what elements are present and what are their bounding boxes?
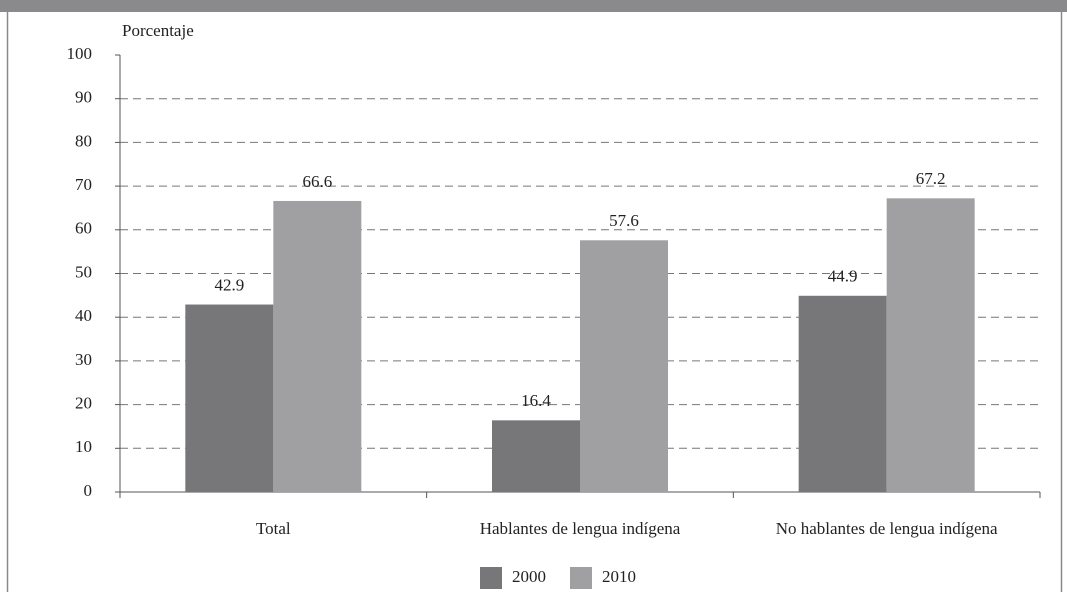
y-tick-label: 40 — [75, 306, 92, 325]
y-tick-label: 60 — [75, 219, 92, 238]
bar — [185, 304, 274, 492]
y-tick-label: 100 — [67, 44, 93, 63]
value-label: 57.6 — [609, 211, 639, 230]
y-tick-label: 80 — [75, 131, 92, 150]
bar — [886, 198, 975, 492]
legend-label: 2010 — [602, 567, 636, 586]
y-tick-label: 30 — [75, 350, 92, 369]
legend-label: 2000 — [512, 567, 546, 586]
y-tick-label: 10 — [75, 437, 92, 456]
top-band — [0, 0, 1067, 12]
bar — [798, 295, 887, 492]
bar — [492, 420, 580, 492]
y-tick-label: 20 — [75, 394, 92, 413]
value-label: 42.9 — [214, 275, 244, 294]
x-tick-label: Hablantes de lengua indígena — [480, 519, 681, 538]
bar — [273, 200, 362, 492]
y-tick-label: 50 — [75, 262, 92, 281]
value-label: 67.2 — [916, 169, 946, 188]
y-axis-label: Porcentaje — [122, 21, 194, 40]
legend-swatch — [570, 567, 592, 589]
y-tick-label: 70 — [75, 175, 92, 194]
bar — [580, 240, 668, 492]
legend-swatch — [480, 567, 502, 589]
y-tick-label: 0 — [84, 481, 93, 500]
x-tick-label: Total — [256, 519, 291, 538]
y-tick-label: 90 — [75, 88, 92, 107]
value-label: 16.4 — [521, 391, 551, 410]
x-tick-label: No hablantes de lengua indígena — [776, 519, 998, 538]
value-label: 44.9 — [828, 267, 858, 286]
value-label: 66.6 — [302, 172, 332, 191]
